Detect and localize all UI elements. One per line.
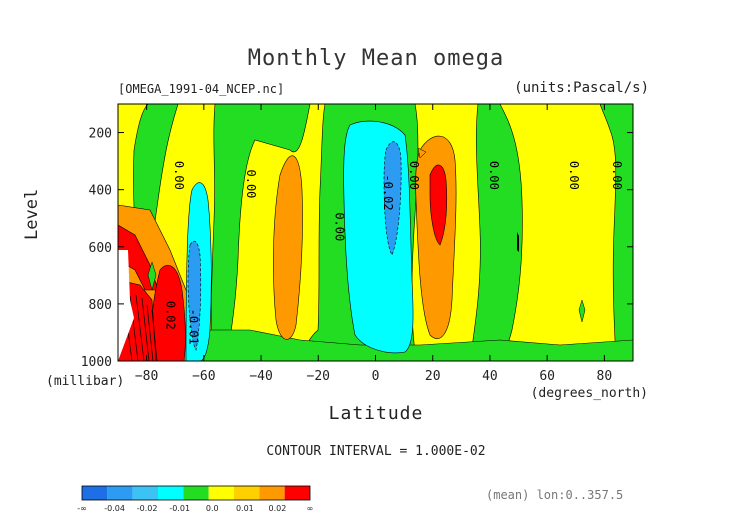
y-tick-label: 600 <box>89 241 112 256</box>
colorbar-swatch <box>132 486 158 500</box>
colorbar-swatch <box>158 486 184 500</box>
chart-title: Monthly Mean omega <box>247 46 505 71</box>
colorbar-label: -0.02 <box>137 504 158 513</box>
y-axis: 200 400 600 800 1000 <box>81 127 633 370</box>
x-tick-label: 0 <box>372 369 380 384</box>
region-blue <box>383 141 402 256</box>
colorbar-label: 0.02 <box>269 504 287 513</box>
x-axis-label: Latitude <box>328 403 424 424</box>
dark-fleck <box>517 232 519 252</box>
mean-note: (mean) lon:0..357.5 <box>486 488 624 502</box>
y-tick-label: 1000 <box>81 355 112 370</box>
contour-label: -0.01 <box>187 309 201 345</box>
y-tick-label: 400 <box>89 184 112 199</box>
y-axis-units: (millibar) <box>46 374 125 389</box>
contour-label: -0.02 <box>381 174 395 210</box>
contour-label: 0.02 <box>164 301 178 330</box>
contour-label: 0.00 <box>567 161 581 190</box>
region-blue <box>187 240 202 351</box>
x-tick-label: −80 <box>135 369 158 384</box>
colorbar: -∞ -0.04 -0.02 -0.01 0.0 0.01 0.02 ∞ <box>77 485 314 513</box>
colorbar-frame <box>81 485 311 501</box>
contour-interval-note: CONTOUR INTERVAL = 1.000E-02 <box>266 444 486 459</box>
contour-label: 0.00 <box>487 161 501 190</box>
region-green-band <box>210 104 311 361</box>
x-axis-units: (degrees_north) <box>530 386 648 401</box>
colorbar-swatch <box>234 486 260 500</box>
y-tick-label: 200 <box>89 127 112 142</box>
contour-label: 0.00 <box>172 161 186 190</box>
region-red <box>429 164 448 246</box>
x-tick-label: 20 <box>425 369 441 384</box>
colorbar-swatch <box>284 486 310 500</box>
region-orange <box>273 155 303 340</box>
region-cyan <box>343 120 414 354</box>
missing-data-region <box>118 250 134 361</box>
x-tick-label: −40 <box>249 369 272 384</box>
x-tick-label: −20 <box>307 369 330 384</box>
contour-label: 0.00 <box>332 212 346 241</box>
colorbar-label: 0.01 <box>236 504 254 513</box>
contour-label: 0.00 <box>244 170 258 199</box>
region-green-band <box>599 104 633 361</box>
file-label: [OMEGA_1991-04_NCEP.nc] <box>118 82 285 96</box>
colorbar-label: -0.01 <box>169 504 190 513</box>
x-tick-label: 80 <box>597 369 613 384</box>
contour-label: 0.00 <box>610 161 624 190</box>
contour-fill-layer <box>118 104 633 361</box>
colorbar-swatch <box>259 486 285 500</box>
contour-label-layer: 0.00 0.00 0.00 -0.02 0.00 0.00 0.00 0.00 -0.01 0.… <box>164 161 624 345</box>
colorbar-swatch <box>208 486 234 500</box>
contour-label: 0.00 <box>407 161 421 190</box>
region-green-spot <box>578 299 586 323</box>
region-orange-spot <box>417 147 427 159</box>
y-tick-label: 800 <box>89 298 112 313</box>
x-tick-label: 40 <box>482 369 498 384</box>
colorbar-swatch <box>183 486 209 500</box>
colorbar-swatch <box>107 486 133 500</box>
region-green-spot <box>147 261 157 291</box>
colorbar-swatch <box>82 486 108 500</box>
x-axis: −80 −60 −40 −20 0 20 40 60 80 <box>135 104 612 384</box>
colorbar-label: ∞ <box>307 504 314 513</box>
colorbar-label: -∞ <box>77 504 87 513</box>
colorbar-label: 0.0 <box>206 504 219 513</box>
x-tick-label: 60 <box>539 369 555 384</box>
colorbar-label: -0.04 <box>104 504 125 513</box>
x-tick-label: −60 <box>192 369 215 384</box>
units-label: (units:Pascal/s) <box>514 80 649 96</box>
